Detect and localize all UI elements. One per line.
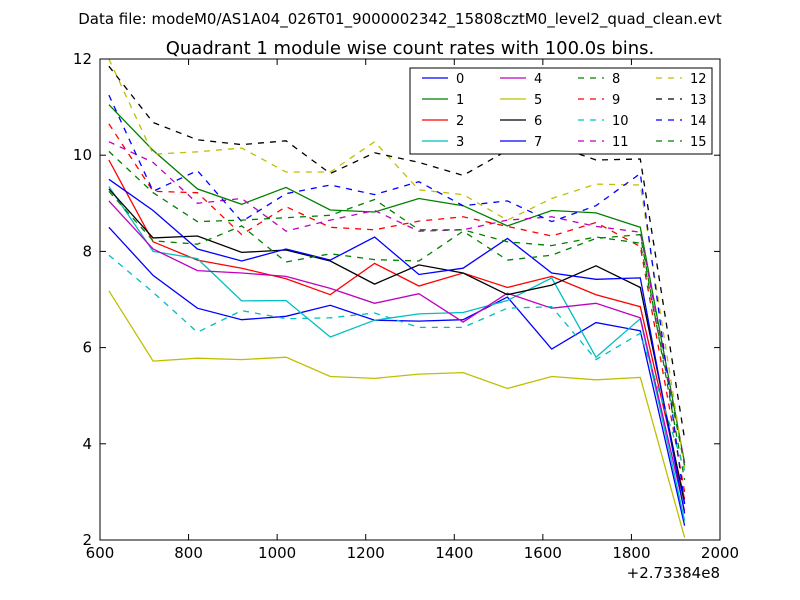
series-line-11: [108, 141, 686, 464]
y-tick-label: 4: [82, 435, 92, 453]
y-tick-label: 10: [73, 146, 92, 164]
legend-label-14: 14: [690, 114, 707, 129]
x-tick-label: 1800: [612, 544, 650, 562]
x-tick-label: 1000: [258, 544, 296, 562]
y-tick-label: 2: [82, 531, 92, 549]
legend-label-2: 2: [456, 114, 464, 129]
legend-label-10: 10: [612, 114, 629, 129]
x-tick-label: 1600: [524, 544, 562, 562]
legend-label-12: 12: [690, 72, 707, 87]
series-line-15: [108, 150, 686, 466]
legend-label-11: 11: [612, 135, 629, 150]
series-line-9: [108, 123, 686, 493]
series-line-0: [108, 226, 686, 526]
series-line-4: [108, 200, 686, 512]
series-line-14: [108, 94, 686, 504]
y-tick-label: 8: [82, 242, 92, 260]
series-line-3: [108, 186, 686, 521]
series-line-10: [108, 254, 686, 471]
x-tick-label: 1400: [435, 544, 473, 562]
legend-frame: [409, 67, 713, 155]
legend-label-1: 1: [456, 93, 464, 108]
series-line-12: [108, 58, 686, 469]
chart-title: Quadrant 1 module wise count rates with …: [166, 38, 655, 59]
plot-frame: [99, 58, 721, 541]
series-line-7: [108, 178, 686, 514]
x-tick-label: 2000: [701, 544, 739, 562]
legend-label-13: 13: [690, 93, 707, 108]
plot-lines: [108, 58, 686, 538]
legend-label-8: 8: [612, 72, 620, 87]
legend-label-7: 7: [534, 135, 542, 150]
legend-label-15: 15: [690, 135, 707, 150]
x-offset-label: +2.73384e8: [627, 564, 720, 582]
series-line-5: [108, 290, 686, 538]
legend-label-3: 3: [456, 135, 464, 150]
series-line-6: [108, 188, 686, 505]
legend-label-0: 0: [456, 72, 464, 87]
chart-suptitle: Data file: modeM0/AS1A04_026T01_90000023…: [78, 10, 722, 29]
legend-label-5: 5: [534, 93, 542, 108]
legend-label-6: 6: [534, 114, 542, 129]
y-tick-label: 12: [73, 50, 92, 68]
x-tick-label: 800: [174, 544, 203, 562]
legend-label-4: 4: [534, 72, 542, 87]
series-line-1: [108, 104, 686, 464]
x-tick-label: 600: [86, 544, 115, 562]
x-tick-label: 1200: [347, 544, 385, 562]
legend-label-9: 9: [612, 93, 620, 108]
y-tick-label: 6: [82, 339, 92, 357]
series-line-8: [108, 190, 686, 481]
